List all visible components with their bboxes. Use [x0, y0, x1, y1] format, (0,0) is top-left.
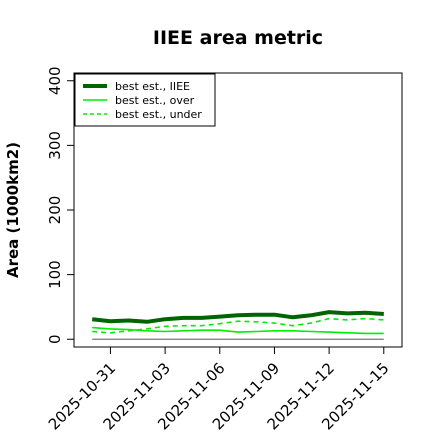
y-tick-label: 300: [46, 131, 64, 160]
x-axis: 2025-10-312025-11-032025-11-062025-11-09…: [45, 347, 393, 433]
y-axis-label: Area (1000km2): [4, 142, 22, 278]
series-line-0: [91, 310, 384, 324]
series-line-1: [92, 326, 384, 335]
series-layer: [91, 310, 384, 340]
y-tick-label: 100: [46, 260, 64, 289]
chart-title: IIEE area metric: [153, 27, 323, 49]
y-tick-label: 0: [46, 334, 64, 344]
legend-label: best est., under: [115, 108, 202, 121]
series-line-2: [92, 317, 384, 334]
y-tick-label: 400: [46, 66, 64, 95]
legend-label: best est., over: [115, 94, 195, 107]
y-axis: 0 100 200 300 400: [46, 66, 74, 344]
legend-label: best est., IIEE: [115, 80, 190, 93]
y-tick-label: 200: [46, 196, 64, 225]
